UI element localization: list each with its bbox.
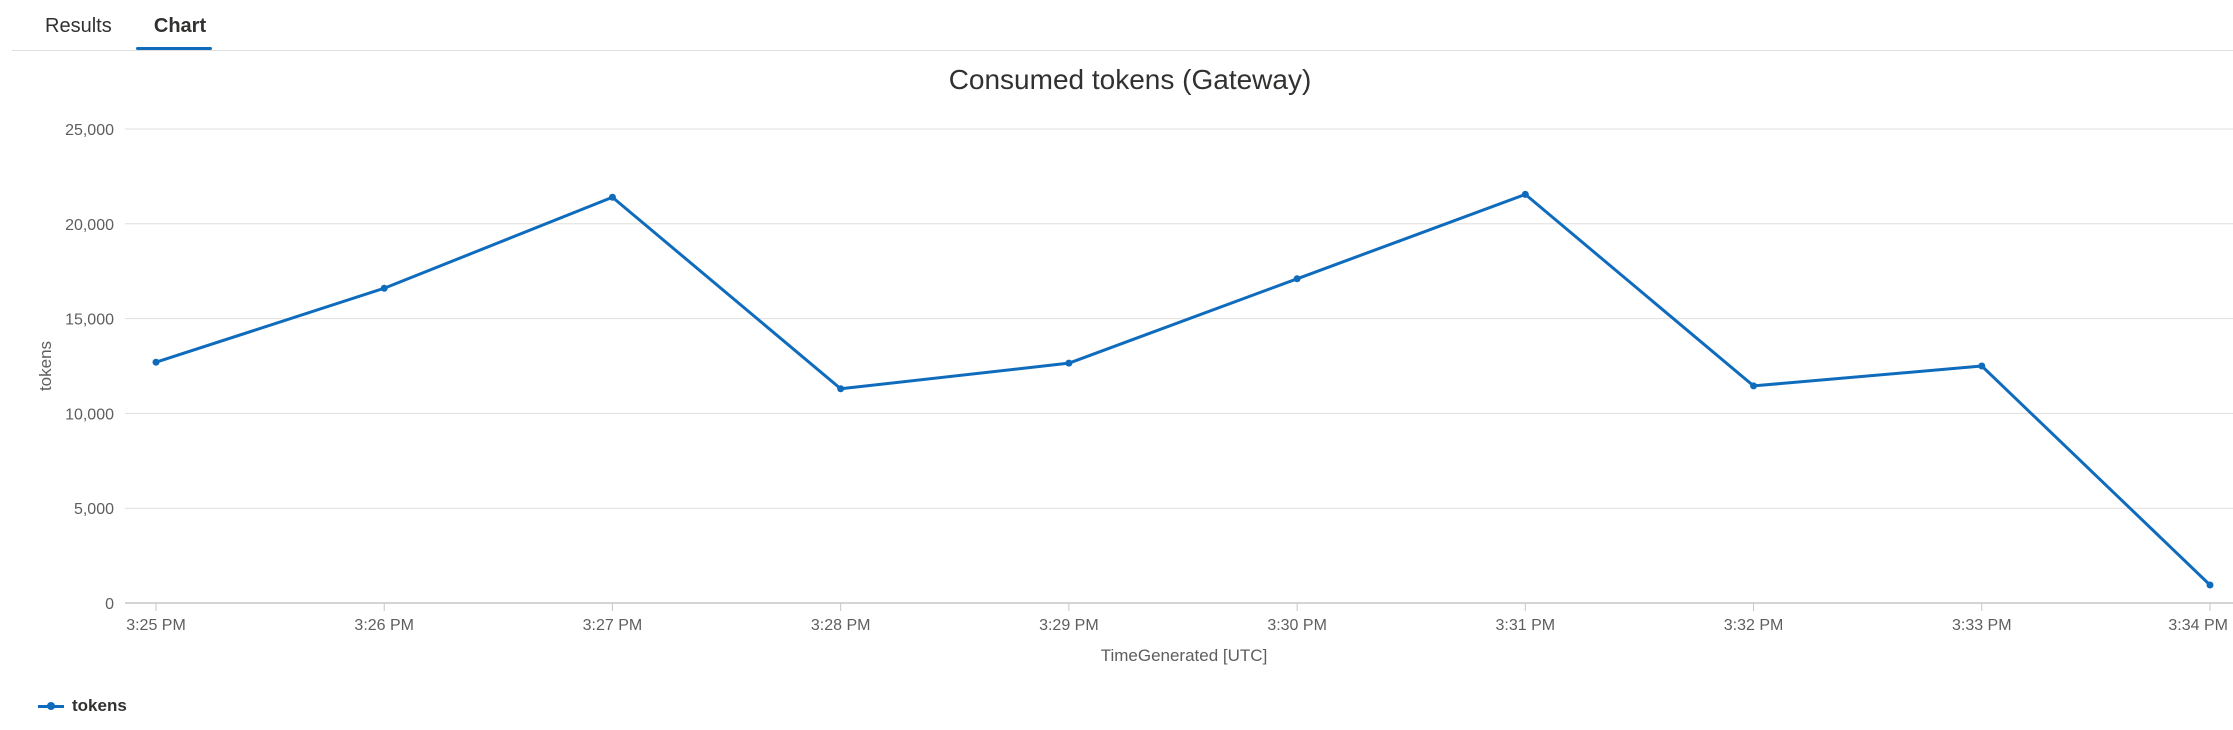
- data-point[interactable]: [1293, 275, 1301, 283]
- data-point[interactable]: [1978, 362, 1986, 370]
- legend-item-tokens[interactable]: tokens: [38, 694, 127, 718]
- x-tick-label: 3:26 PM: [354, 617, 414, 634]
- y-tick-label: 10,000: [65, 406, 114, 423]
- x-tick-label: 3:28 PM: [811, 617, 871, 634]
- data-point[interactable]: [1065, 359, 1073, 367]
- tab-chart-label: Chart: [153, 15, 207, 37]
- data-point[interactable]: [2206, 581, 2214, 589]
- gridlines: [125, 128, 2233, 604]
- data-point[interactable]: [837, 385, 845, 393]
- x-tick-label: 3:30 PM: [1267, 617, 1327, 634]
- data-point[interactable]: [1521, 190, 1529, 198]
- series-line-tokens: [155, 192, 2212, 587]
- y-tick-label: 20,000: [65, 217, 114, 234]
- tab-chart[interactable]: Chart: [136, 12, 224, 50]
- y-tick-label: 5,000: [74, 501, 114, 518]
- x-tick-label: 3:34 PM: [2168, 617, 2228, 634]
- data-point[interactable]: [608, 193, 616, 201]
- data-point[interactable]: [380, 284, 388, 292]
- y-axis-label: tokens: [36, 341, 55, 391]
- x-axis-label: TimeGenerated [UTC]: [1101, 646, 1268, 665]
- x-tick-label: 3:31 PM: [1496, 617, 1556, 634]
- data-point[interactable]: [152, 358, 160, 366]
- tab-results[interactable]: Results: [45, 15, 112, 37]
- y-tick-label: 25,000: [65, 122, 114, 139]
- active-tab-indicator: [136, 47, 212, 50]
- y-tick-label: 15,000: [65, 312, 114, 329]
- legend-label: tokens: [72, 696, 127, 715]
- tab-bar: Results Chart: [12, 0, 2233, 51]
- x-tick-label: 3:25 PM: [126, 617, 186, 634]
- x-tick-label: 3:32 PM: [1724, 617, 1784, 634]
- chart-title: Consumed tokens (Gateway): [949, 64, 1312, 95]
- line-chart: Consumed tokens (Gateway) tokens TimeGen…: [36, 64, 2233, 665]
- data-point[interactable]: [1750, 382, 1758, 390]
- x-axis-ticks: 3:25 PM 3:26 PM 3:27 PM 3:28 PM 3:29 PM 3:30 …: [126, 603, 2228, 634]
- legend-line-marker-icon: [38, 700, 64, 712]
- x-tick-label: 3:27 PM: [583, 617, 643, 634]
- y-axis-ticks: 0 5,000 10,000 15,000 20,000 25,000: [65, 122, 114, 613]
- series-group: [152, 190, 2214, 589]
- x-tick-label: 3:29 PM: [1039, 617, 1099, 634]
- y-tick-label: 0: [105, 596, 114, 613]
- x-tick-label: 3:33 PM: [1952, 617, 2012, 634]
